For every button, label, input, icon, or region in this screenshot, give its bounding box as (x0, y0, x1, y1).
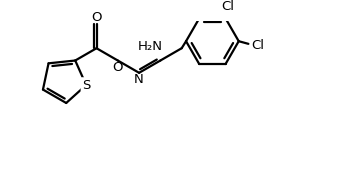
Text: O: O (91, 11, 102, 24)
Text: Cl: Cl (221, 0, 234, 13)
Text: N: N (134, 73, 144, 86)
Text: Cl: Cl (252, 39, 264, 52)
Text: O: O (113, 61, 123, 74)
Text: S: S (82, 78, 90, 92)
Text: H₂N: H₂N (137, 40, 162, 53)
